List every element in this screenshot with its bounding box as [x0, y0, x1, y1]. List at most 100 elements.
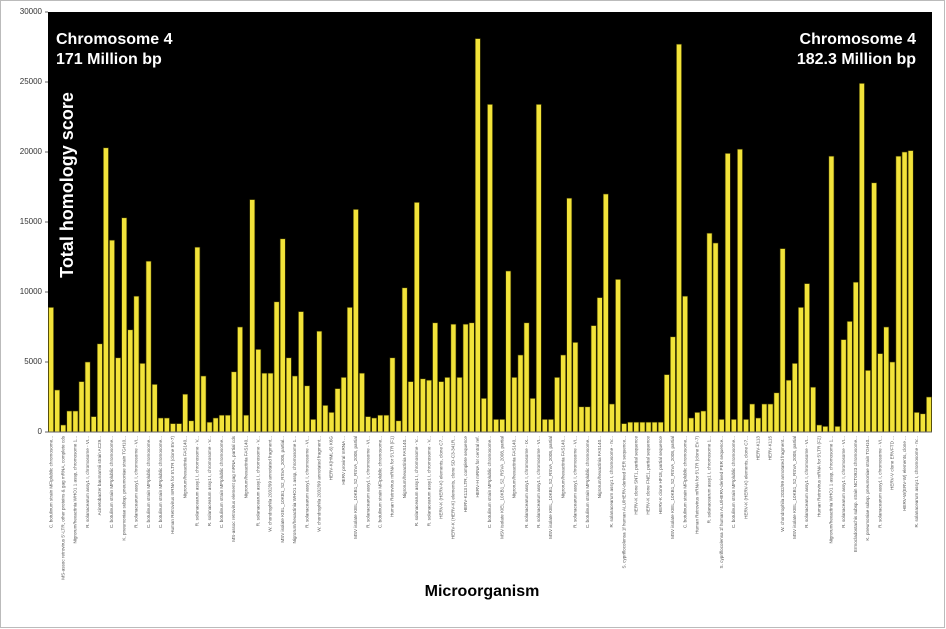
bar	[688, 417, 695, 433]
bar	[548, 419, 554, 433]
x-tick-label: Human Retrovirus mRNA for 5'LTR (clone E…	[170, 436, 175, 534]
y-tick-label: 25000	[20, 77, 43, 86]
bar	[785, 379, 792, 433]
bar	[493, 419, 499, 433]
bar	[206, 421, 213, 433]
y-tick-label: 10000	[20, 287, 43, 296]
x-tick-label: Human Retrovirus mRNA for 5'LTR (clone E…	[695, 436, 700, 534]
x-tick-label: R. solanacearum assy1 I, chromosome 1...	[707, 436, 712, 523]
bar	[615, 279, 621, 433]
x-tick-label: C. botulinum strain MFIplublic chromosom…	[377, 436, 382, 528]
bar	[145, 260, 152, 433]
x-tick-label: C. botulinum strain MFIplublic chromosom…	[585, 436, 590, 528]
bar	[779, 248, 786, 433]
bar	[791, 363, 798, 433]
x-tick-label: MSV isolate KIEL_10KB1_S2_RSVA_2008, par…	[499, 436, 504, 539]
bar	[877, 353, 884, 433]
x-tick-label: R. solanacearum assy1 I, chromosome - V.…	[207, 436, 212, 526]
bar	[919, 413, 926, 433]
bar	[657, 421, 664, 433]
x-tick-label: K. pneumoniae subsp. pneumoniae strain T…	[865, 436, 870, 541]
x-tick-label: R. solanacearum assy1 I, chromosome - V.…	[195, 436, 200, 526]
bar	[420, 378, 426, 433]
y-tick-label: 0	[38, 427, 43, 436]
bar	[621, 423, 627, 433]
bar	[267, 372, 274, 433]
bar	[706, 232, 713, 433]
bar	[72, 410, 79, 433]
y-tick-label: 5000	[24, 357, 42, 366]
bar	[121, 217, 128, 433]
x-tick-label: HERV-K (HERV-K) elements, clone SD-C3-34…	[451, 436, 456, 539]
y-tick-label: 20000	[20, 147, 43, 156]
bar	[798, 307, 804, 433]
bar	[743, 419, 749, 433]
bar	[731, 419, 737, 433]
bar	[554, 377, 560, 433]
bar	[871, 182, 877, 433]
bar	[901, 151, 908, 433]
x-tick-label: Human Retrovirus mRNA for 5'LTR (F1)	[390, 436, 395, 517]
bar	[663, 374, 670, 433]
bar	[438, 381, 445, 433]
bar	[639, 421, 646, 433]
x-tick-label: R. solanacearum assy1 I, chromosome - VI…	[536, 436, 541, 528]
x-tick-label: C. botulinum strain MFIplublic chromosom…	[682, 436, 687, 528]
x-tick-label: R. solanacearum assy1 I, chromosome - IV…	[914, 436, 919, 528]
bar	[590, 325, 597, 433]
bar	[322, 405, 329, 433]
bar	[859, 83, 865, 433]
bar	[907, 150, 914, 433]
bar	[273, 301, 280, 433]
bar	[761, 403, 768, 433]
bar	[651, 421, 658, 433]
bar	[749, 403, 756, 433]
bar	[365, 416, 371, 433]
bar	[670, 336, 676, 433]
x-tick-label: R. solanacearum assy1 I, chromosome - IX…	[524, 436, 529, 528]
annotation: 171 Million bp	[56, 51, 162, 68]
annotation: Chromosome 4	[56, 31, 173, 48]
bar	[395, 420, 402, 433]
bar	[182, 393, 189, 433]
bar	[487, 104, 493, 433]
bar	[724, 153, 731, 433]
bar	[865, 370, 871, 433]
x-axis-title: Microorganism	[425, 583, 540, 600]
bar	[261, 372, 268, 433]
bar	[810, 386, 816, 433]
bar	[328, 412, 335, 433]
bar	[834, 426, 841, 433]
bar	[682, 295, 688, 433]
x-tick-label: Nigrorum/hexactinia FAS140...	[402, 436, 407, 498]
x-tick-label: Ermocladostachis subsp. strain NCT0923 c…	[853, 436, 858, 552]
bar	[432, 322, 438, 433]
bar	[377, 414, 384, 433]
x-tick-label: MSV isolate KIEL_10KB1_S2_RSVA_2008, par…	[548, 436, 553, 539]
bar	[773, 392, 780, 433]
bar	[371, 417, 378, 433]
x-tick-label: HERV-H mRNA for central ref.	[475, 436, 480, 497]
annotation: Chromosome 4	[800, 31, 917, 48]
bar	[151, 384, 158, 433]
x-tick-label: R. solanacearum assy1 I, chromosome - VI…	[365, 436, 370, 528]
x-tick-label: HERV-V clone ERVFTD ...	[890, 436, 895, 490]
bar	[718, 419, 725, 433]
bar	[804, 283, 810, 433]
x-tick-label: HERV-K (HERV-K) elements, clone C7...	[438, 436, 443, 519]
bar	[224, 414, 231, 433]
x-tick-label: MSV isolate KIEL_10KB1_S2_RSVA_2008, par…	[353, 436, 358, 539]
bar	[389, 357, 396, 433]
bar	[523, 322, 530, 433]
bar	[109, 239, 115, 433]
bar	[517, 354, 524, 433]
x-tick-label: C. botulinum strain MFIplublic chromosom…	[731, 436, 736, 528]
bar	[499, 419, 506, 433]
bar	[298, 311, 304, 433]
bar	[645, 421, 652, 433]
bar	[292, 375, 298, 433]
x-tick-label: R. solanacearum assy1 I, chromosome - VI…	[304, 436, 309, 528]
x-tick-label: Nigrorum/hexactinia WHO1 1 assp, chromos…	[829, 436, 834, 543]
bar	[883, 326, 890, 433]
bar	[90, 416, 97, 433]
